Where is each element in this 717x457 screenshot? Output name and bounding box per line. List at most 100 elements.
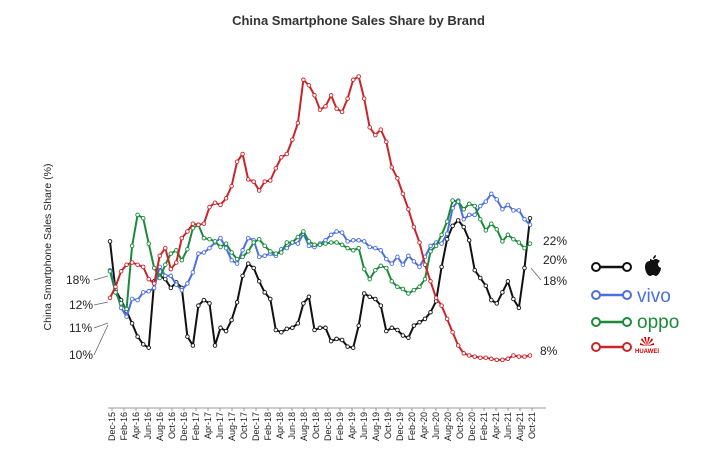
x-tick-label: Apr-18: [275, 412, 285, 439]
data-point-huawei: [505, 356, 511, 362]
series-oppo: [107, 198, 533, 312]
data-point-vivo: [406, 253, 411, 259]
data-point-vivo: [522, 217, 527, 222]
data-point-oppo: [417, 284, 422, 290]
data-point-vivo: [234, 261, 240, 266]
data-point-oppo: [290, 240, 295, 245]
data-point-apple: [146, 345, 151, 350]
data-point-vivo: [334, 229, 339, 234]
data-point-apple: [361, 291, 367, 296]
data-point-huawei: [478, 355, 483, 360]
data-point-oppo: [118, 301, 124, 306]
data-point-oppo: [328, 240, 334, 245]
data-point-apple: [350, 345, 356, 350]
data-point-oppo: [466, 201, 472, 207]
data-point-vivo: [494, 197, 500, 202]
x-tick-label: Dec-18: [323, 412, 333, 441]
data-point-oppo: [334, 240, 339, 245]
data-point-huawei: [256, 188, 262, 193]
data-point-oppo: [268, 249, 273, 254]
data-point-vivo: [356, 238, 361, 243]
data-point-apple: [406, 335, 411, 341]
x-tick-label: Aug-18: [299, 412, 309, 441]
data-point-oppo: [406, 291, 411, 296]
data-point-apple: [417, 320, 422, 325]
data-point-oppo: [279, 250, 284, 255]
x-tick-label: Aug-21: [515, 412, 525, 441]
data-point-apple: [461, 224, 466, 230]
data-point-apple: [450, 223, 455, 229]
data-point-oppo: [356, 245, 361, 251]
data-point-oppo: [201, 235, 207, 241]
data-point-huawei: [185, 229, 190, 234]
data-point-huawei: [433, 295, 439, 301]
data-point-oppo: [395, 284, 400, 290]
data-point-huawei: [317, 107, 323, 112]
data-point-huawei: [444, 316, 450, 322]
data-point-oppo: [262, 243, 267, 249]
data-point-vivo: [527, 222, 533, 228]
data-point-huawei: [163, 245, 168, 251]
data-point-vivo: [505, 202, 511, 208]
data-point-apple: [301, 301, 306, 306]
data-point-huawei: [124, 262, 129, 267]
x-tick-label: Dec-20: [467, 412, 477, 441]
data-point-oppo: [339, 242, 345, 248]
data-point-oppo: [439, 232, 444, 238]
data-point-huawei: [201, 221, 207, 226]
x-tick-label: Aug-19: [371, 412, 381, 441]
data-point-huawei: [229, 183, 234, 189]
data-point-oppo: [129, 243, 135, 249]
data-point-oppo: [212, 239, 218, 244]
x-tick-label: Oct-18: [311, 412, 321, 439]
data-point-apple: [384, 328, 389, 334]
data-point-huawei: [389, 165, 395, 170]
data-point-vivo: [389, 261, 395, 266]
x-tick-label: Jun-19: [359, 412, 369, 440]
data-point-vivo: [284, 245, 290, 251]
x-tick-label: Feb-21: [479, 412, 489, 441]
data-point-vivo: [196, 251, 201, 256]
data-point-oppo: [251, 240, 256, 245]
vivo-logo: vivo: [637, 286, 671, 307]
data-point-apple: [527, 215, 533, 221]
data-point-vivo: [207, 245, 212, 251]
data-point-oppo: [411, 287, 417, 293]
data-point-oppo: [516, 240, 522, 245]
data-point-vivo: [350, 238, 356, 243]
data-point-huawei: [190, 221, 196, 226]
data-point-huawei: [168, 266, 174, 272]
legend-marker-apple: [591, 262, 601, 272]
data-point-huawei: [450, 329, 455, 335]
series-group: [107, 74, 533, 363]
data-point-oppo: [240, 254, 245, 260]
x-tick-label: Apr-17: [203, 412, 213, 439]
data-point-vivo: [328, 232, 334, 238]
data-point-apple: [455, 218, 461, 223]
data-point-oppo: [207, 236, 212, 242]
start-label-10: 10%: [69, 348, 93, 362]
legend-marker-vivo-end: [622, 290, 632, 300]
data-point-apple: [411, 323, 417, 328]
data-point-apple: [290, 325, 295, 331]
data-point-huawei: [356, 74, 361, 79]
data-point-huawei: [417, 240, 422, 245]
data-point-apple: [367, 294, 372, 300]
data-point-oppo: [151, 265, 157, 271]
data-point-apple: [312, 327, 317, 333]
x-tick-label: Oct-16: [167, 412, 177, 439]
data-point-huawei: [279, 155, 284, 160]
data-point-oppo: [107, 269, 113, 274]
data-point-oppo: [124, 306, 129, 312]
data-point-apple: [378, 303, 384, 308]
data-point-huawei: [107, 295, 113, 301]
oppo-logo: oppo: [637, 312, 679, 333]
start-leader-apple: [93, 275, 109, 281]
data-point-vivo: [163, 273, 168, 279]
data-point-apple: [317, 325, 323, 331]
data-point-apple: [356, 323, 361, 328]
data-point-huawei: [212, 200, 218, 205]
data-point-vivo: [185, 281, 190, 286]
data-point-apple: [273, 327, 279, 333]
start-labels: 18% 12% 11% 10%: [66, 273, 109, 362]
